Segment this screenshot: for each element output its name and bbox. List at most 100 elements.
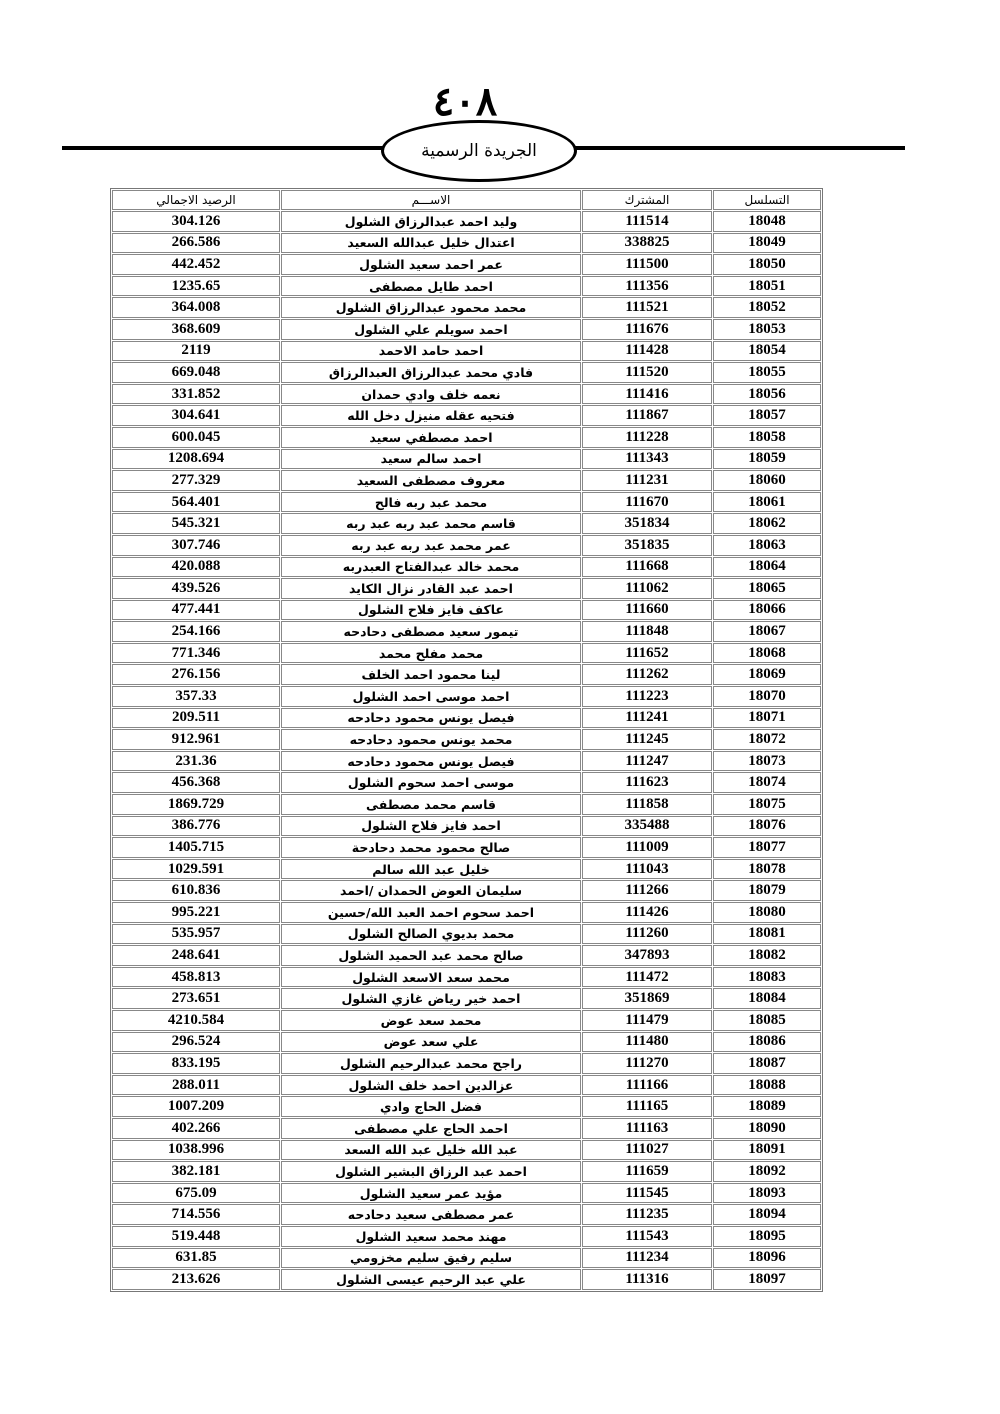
accounts-table: التسلسل المشترك الاســـم الرصيد الاجمالي… <box>110 188 823 1292</box>
table-row: 18088 111166 عزالدين احمد خلف الشلول 288.01… <box>112 1074 821 1096</box>
table-row: 18057 111867 فتحيه عقله منيزل دخل الله 304.… <box>112 405 821 426</box>
cell-name: سليمان العوض الحمدان /احمد <box>281 880 581 901</box>
table-row: 18076 335488 احمد فايز فلاح الشلول 386.776 <box>112 815 821 837</box>
table-row: 18090 111163 احمد الحاج علي مصطفى 402.266 <box>112 1117 821 1139</box>
cell-balance: 254.166 <box>112 621 280 642</box>
cell-name: سليم رفيق سليم مخزومي <box>281 1247 581 1269</box>
table-row: 18080 111426 احمد سحوم احمد العبد الله/حسي… <box>112 902 821 923</box>
cell-name: موسى احمد سحوم الشلول <box>281 772 581 794</box>
table-row: 18083 111472 محمد سعد الاسعد الشلول 458.813 <box>112 966 821 988</box>
cell-name: محمد مفلح محمد <box>281 642 581 664</box>
cell-subscriber: 111867 <box>582 405 712 426</box>
cell-name: احمد مصطفي سعيد <box>281 426 581 448</box>
cell-subscriber: 111241 <box>582 707 712 729</box>
cell-balance: 1029.591 <box>112 858 280 880</box>
cell-name: احمد طايل مصطفى <box>281 275 581 297</box>
cell-balance: 714.556 <box>112 1204 280 1225</box>
table-row: 18063 351835 عمر محمد عبد ربه عبد ربه 307.7… <box>112 534 821 556</box>
cell-serial: 18065 <box>713 578 821 599</box>
cell-balance: 442.452 <box>112 254 280 275</box>
cell-subscriber: 338825 <box>582 232 712 254</box>
cell-serial: 18087 <box>713 1053 821 1074</box>
table-row: 18070 111223 احمد موسى احمد الشلول 357.33 <box>112 686 821 707</box>
cell-serial: 18086 <box>713 1031 821 1053</box>
publication-emblem: الجريدة الرسمية <box>381 120 577 182</box>
cell-balance: 364.008 <box>112 297 280 318</box>
cell-serial: 18063 <box>713 534 821 556</box>
cell-balance: 564.401 <box>112 491 280 513</box>
cell-name: صالح محمود محمد دحادحة <box>281 837 581 858</box>
cell-serial: 18075 <box>713 794 821 815</box>
cell-name: محمد خالد عبدالفتاح العبدربه <box>281 556 581 578</box>
cell-name: احمد فايز فلاح الشلول <box>281 815 581 837</box>
cell-name: راجح محمد عبدالرحيم الشلول <box>281 1053 581 1074</box>
cell-subscriber: 111521 <box>582 297 712 318</box>
cell-subscriber: 111231 <box>582 470 712 491</box>
cell-serial: 18050 <box>713 254 821 275</box>
cell-serial: 18051 <box>713 275 821 297</box>
cell-balance: 304.641 <box>112 405 280 426</box>
cell-serial: 18073 <box>713 750 821 772</box>
cell-serial: 18092 <box>713 1161 821 1182</box>
cell-subscriber: 111659 <box>582 1161 712 1182</box>
cell-serial: 18049 <box>713 232 821 254</box>
table-row: 18068 111652 محمد مفلح محمد 771.346 <box>112 642 821 664</box>
cell-name: احمد عبد الرزاق البشير الشلول <box>281 1161 581 1182</box>
cell-serial: 18083 <box>713 966 821 988</box>
cell-name: محمد عبد ربه فالح <box>281 491 581 513</box>
cell-balance: 420.088 <box>112 556 280 578</box>
cell-subscriber: 111660 <box>582 599 712 621</box>
cell-subscriber: 111235 <box>582 1204 712 1225</box>
cell-subscriber: 111545 <box>582 1182 712 1204</box>
cell-name: فضل الحاج وادي <box>281 1096 581 1117</box>
cell-serial: 18068 <box>713 642 821 664</box>
cell-subscriber: 111062 <box>582 578 712 599</box>
cell-balance: 307.746 <box>112 534 280 556</box>
table-row: 18050 111500 عمر احمد سعيد الشلول 442.452 <box>112 254 821 275</box>
cell-subscriber: 111480 <box>582 1031 712 1053</box>
cell-subscriber: 335488 <box>582 815 712 837</box>
cell-name: احمد حامد الاحمد <box>281 340 581 362</box>
cell-balance: 266.586 <box>112 232 280 254</box>
cell-serial: 18078 <box>713 858 821 880</box>
cell-subscriber: 111426 <box>582 902 712 923</box>
cell-subscriber: 111262 <box>582 664 712 686</box>
cell-name: عمر محمد عبد ربه عبد ربه <box>281 534 581 556</box>
cell-serial: 18053 <box>713 318 821 340</box>
cell-serial: 18091 <box>713 1139 821 1161</box>
table-row: 18062 351834 قاسم محمد عبد ربه عبد ربه 545.… <box>112 513 821 534</box>
table-row: 18054 111428 احمد حامد الاحمد 2119 <box>112 340 821 362</box>
table-row: 18079 111266 سليمان العوض الحمدان /احمد 610… <box>112 880 821 901</box>
cell-balance: 456.368 <box>112 772 280 794</box>
table-row: 18052 111521 محمد محمود عبدالرزاق الشلول 36… <box>112 297 821 318</box>
cell-name: عاكف فايز فلاح الشلول <box>281 599 581 621</box>
cell-name: فادي محمد عبدالرزاق العبدالرزاق <box>281 362 581 383</box>
cell-balance: 1235.65 <box>112 275 280 297</box>
cell-name: احمد الحاج علي مصطفى <box>281 1117 581 1139</box>
table-row: 18097 111316 علي عبد الرحيم عيسى الشلول 213… <box>112 1269 821 1290</box>
cell-subscriber: 111858 <box>582 794 712 815</box>
table-row: 18053 111676 احمد سويلم علي الشلول 368.609 <box>112 318 821 340</box>
table-row: 18064 111668 محمد خالد عبدالفتاح العبدربه 4… <box>112 556 821 578</box>
column-header-subscriber: المشترك <box>582 190 712 210</box>
cell-subscriber: 111543 <box>582 1225 712 1247</box>
table-row: 18071 111241 فيصل يونس محمود دحادحه 209.511 <box>112 707 821 729</box>
cell-name: اعتدال خليل عبدالله السعيد <box>281 232 581 254</box>
cell-balance: 833.195 <box>112 1053 280 1074</box>
cell-name: عزالدين احمد خلف الشلول <box>281 1074 581 1096</box>
cell-subscriber: 347893 <box>582 945 712 966</box>
table-row: 18058 111228 احمد مصطفي سعيد 600.045 <box>112 426 821 448</box>
cell-name: فيصل يونس محمود دحادحه <box>281 707 581 729</box>
cell-subscriber: 111472 <box>582 966 712 988</box>
cell-name: لينا محمود احمد الخلف <box>281 664 581 686</box>
cell-balance: 296.524 <box>112 1031 280 1053</box>
cell-balance: 304.126 <box>112 211 280 232</box>
cell-name: عمر احمد سعيد الشلول <box>281 254 581 275</box>
cell-serial: 18089 <box>713 1096 821 1117</box>
cell-balance: 276.156 <box>112 664 280 686</box>
cell-subscriber: 111356 <box>582 275 712 297</box>
cell-subscriber: 111234 <box>582 1247 712 1269</box>
cell-subscriber: 351835 <box>582 534 712 556</box>
table-row: 18048 111514 وليد احمد عبدالرزاق الشلول 304… <box>112 211 821 232</box>
cell-balance: 357.33 <box>112 686 280 707</box>
